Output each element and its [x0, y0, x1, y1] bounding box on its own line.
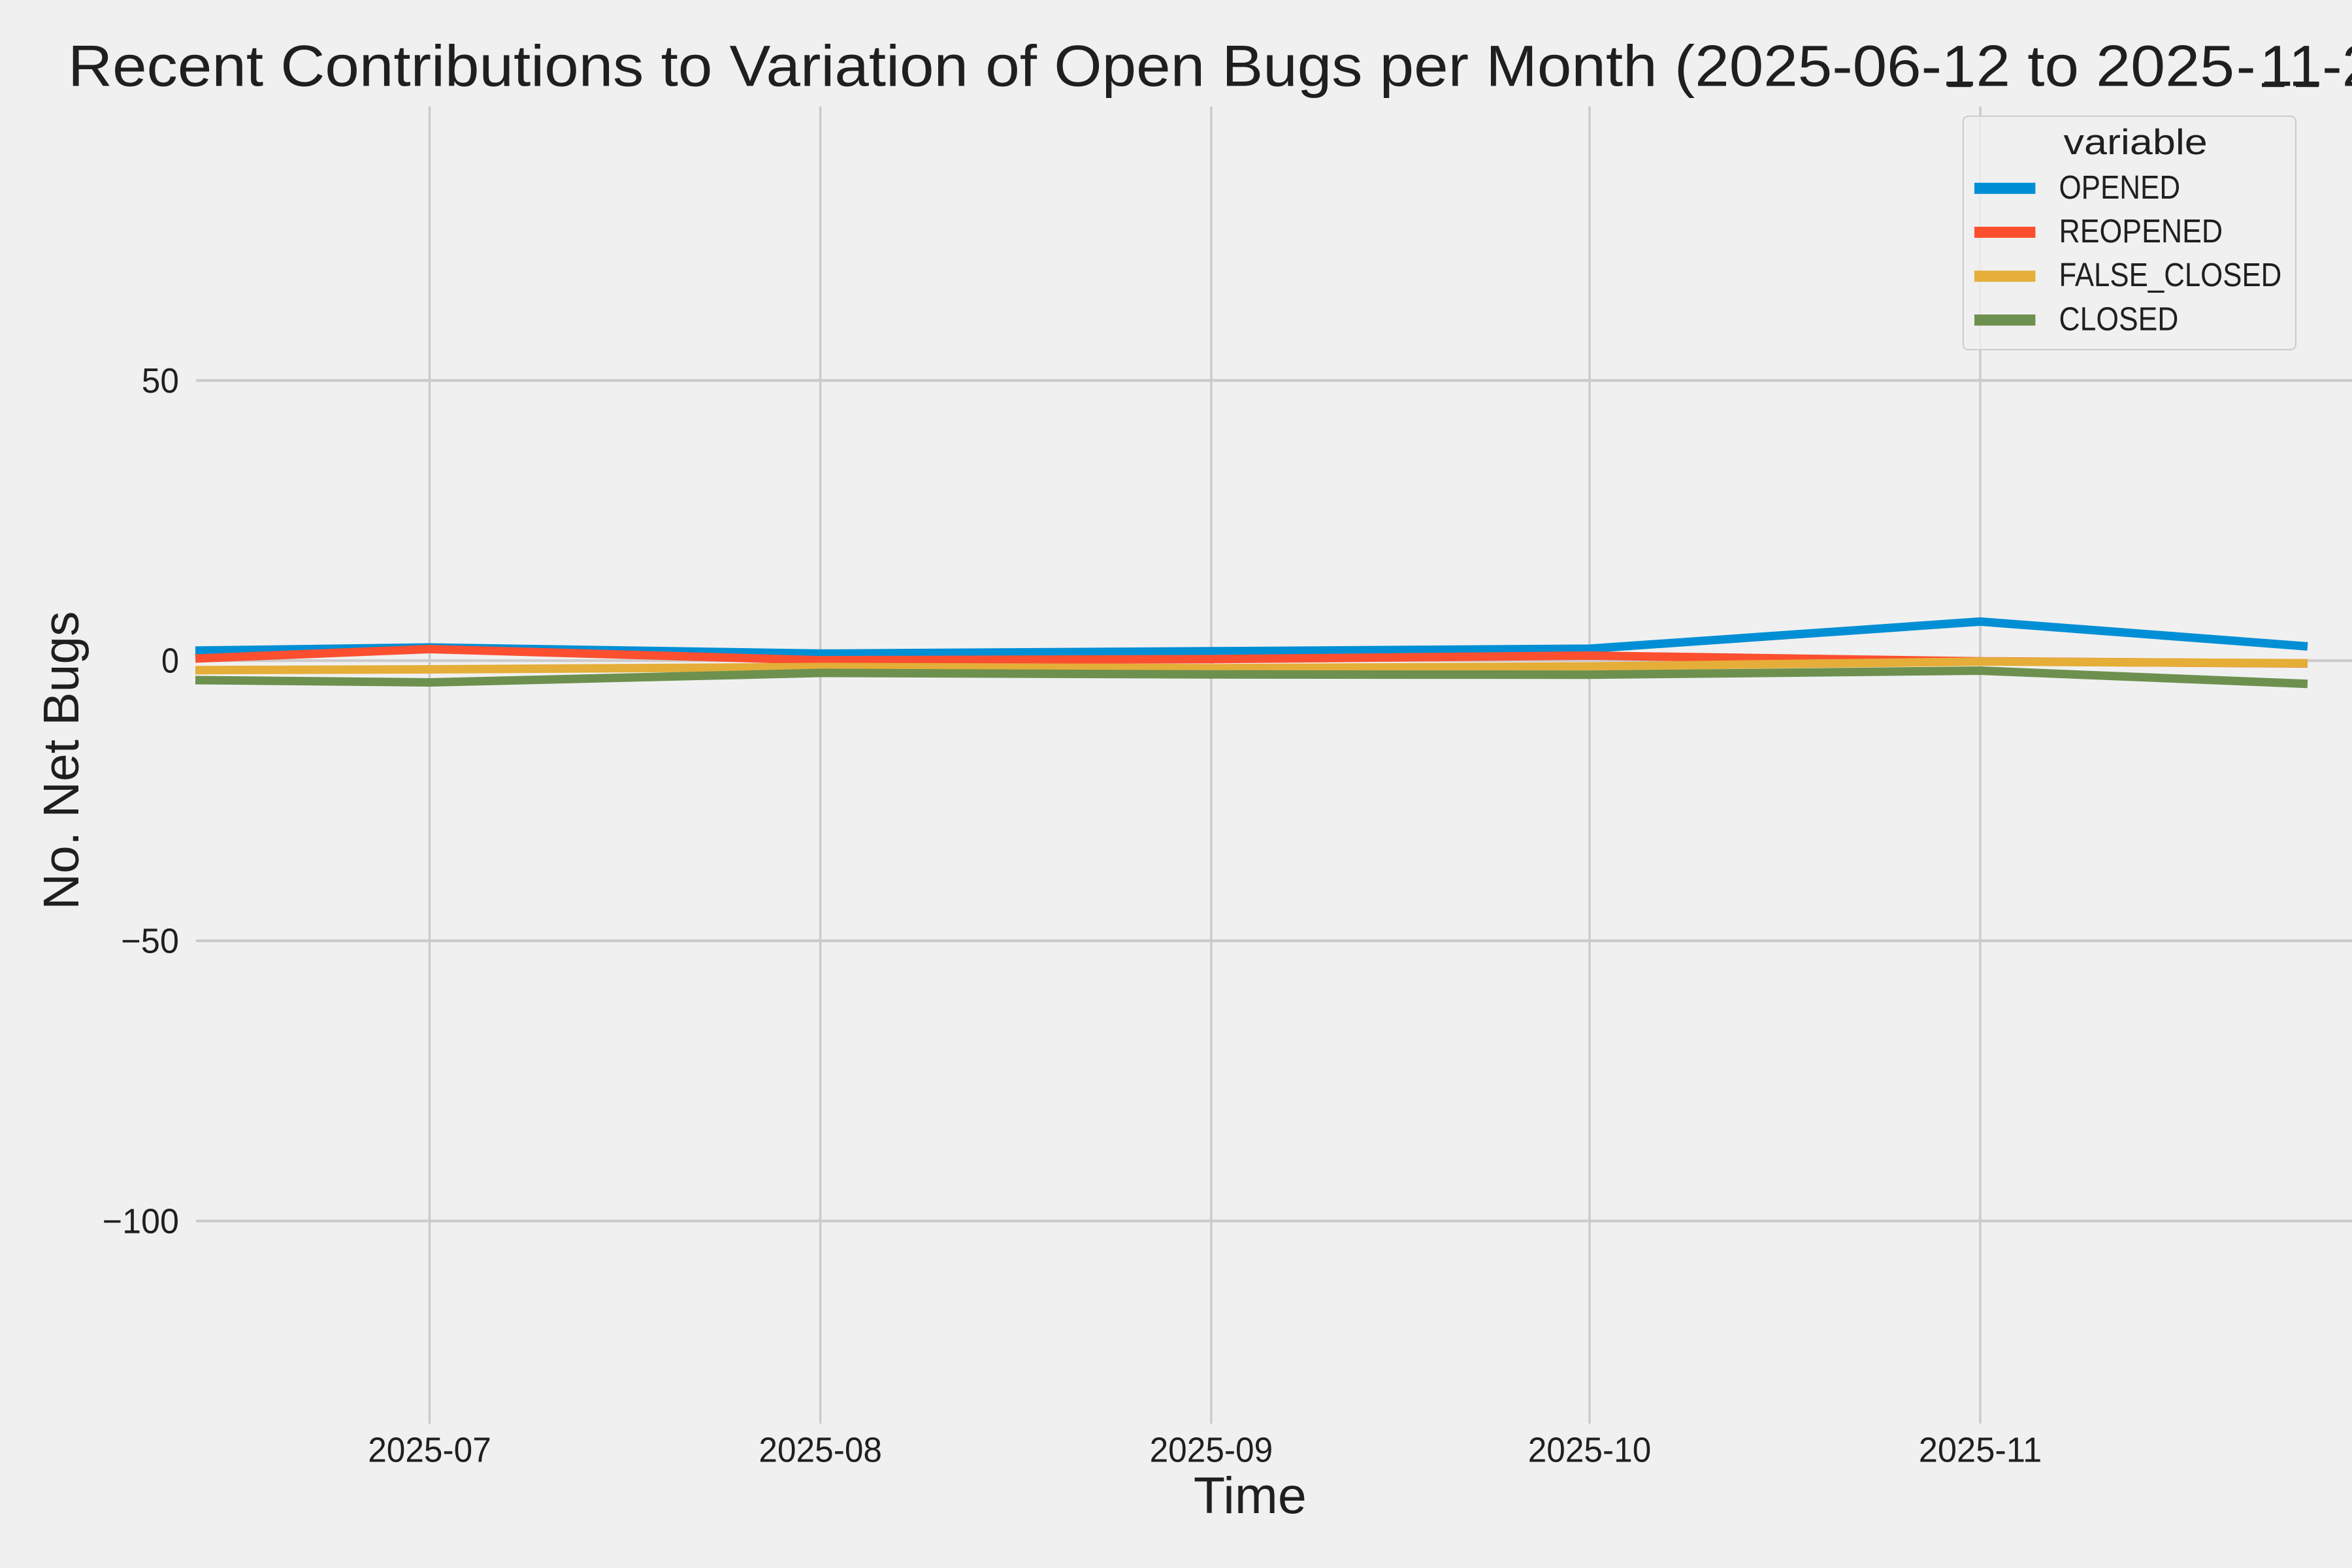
- svg-text:OPENED: OPENED: [2059, 169, 2181, 206]
- svg-text:CLOSED: CLOSED: [2059, 300, 2179, 337]
- svg-text:2025-09: 2025-09: [1150, 1431, 1273, 1469]
- svg-text:2025-10: 2025-10: [1528, 1431, 1652, 1469]
- svg-text:No. Net Bugs: No. Net Bugs: [33, 611, 90, 909]
- svg-text:variable: variable: [2064, 122, 2208, 162]
- svg-text:REOPENED: REOPENED: [2059, 212, 2223, 250]
- svg-text:11-27): 11-27): [2260, 33, 2352, 99]
- svg-text:FALSE_CLOSED: FALSE_CLOSED: [2059, 256, 2282, 293]
- svg-text:0: 0: [161, 642, 179, 681]
- svg-text:Recent Contributions to Variat: Recent Contributions to Variation of Ope…: [68, 33, 2096, 99]
- svg-text:Time: Time: [1194, 1467, 1307, 1524]
- svg-text:50: 50: [142, 362, 179, 400]
- svg-text:2025-11: 2025-11: [1919, 1431, 2042, 1469]
- svg-text:-: -: [2236, 33, 2256, 99]
- svg-text:2025: 2025: [2096, 33, 2234, 99]
- svg-text:2025-08: 2025-08: [759, 1431, 882, 1469]
- svg-text:−100: −100: [103, 1202, 179, 1241]
- svg-text:−50: −50: [121, 923, 179, 961]
- svg-text:2025-07: 2025-07: [368, 1431, 491, 1469]
